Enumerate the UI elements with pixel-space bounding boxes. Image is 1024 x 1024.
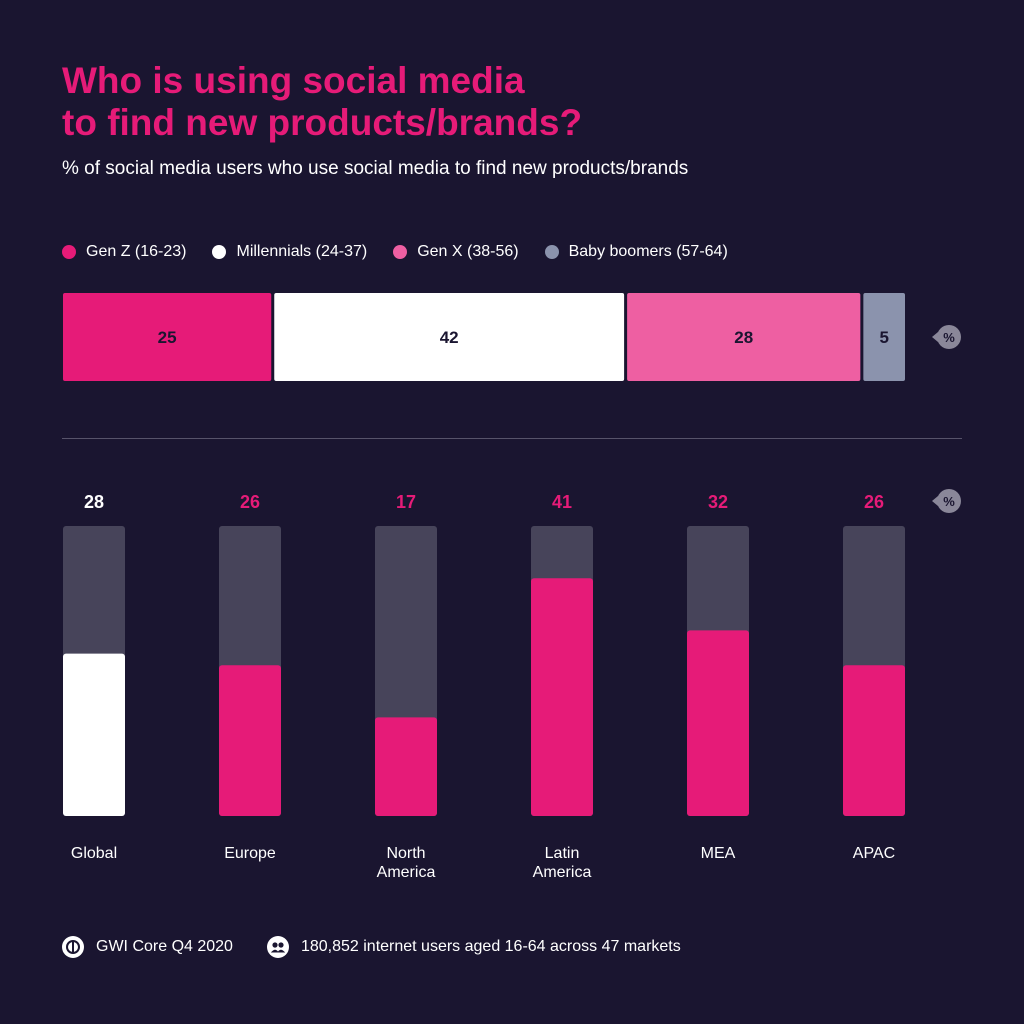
bar-latin-america [531,578,593,816]
bar-europe [219,665,281,816]
title-line-1: Who is using social media [62,60,525,101]
stacked-value-gen-z: 25 [158,328,177,347]
footer-sample: 180,852 internet users aged 16-64 across… [266,936,681,958]
svg-text:%: % [943,330,955,345]
footer: GWI Core Q4 2020 180,852 internet users … [62,936,681,958]
stacked-value-millennials: 42 [440,328,459,347]
percent-badge-top: % [932,325,961,349]
bar-label-global: Global [71,845,117,862]
stacked-value-gen-x: 28 [734,328,753,347]
generation-stacked-bar-chart: 25 42 28 5% [63,293,961,381]
title-line-2: to find new products/brands? [62,102,583,143]
stacked-segment-millennials [274,293,625,381]
bar-global [63,653,125,816]
legend-swatch-gen-z [62,245,76,259]
bar-value-europe: 26 [240,492,260,512]
chart-title: Who is using social media to find new pr… [62,60,822,144]
bar-value-global: 28 [84,492,104,512]
stacked-segment-baby-boomers [863,293,905,381]
bar-north-america [375,717,437,816]
percent-badge-regions: % [932,489,961,513]
stacked-segment-gen-x [627,293,861,381]
legend-label-millennials: Millennials (24-37) [236,243,368,260]
bar-label-europe: Europe [224,845,276,862]
legend-label-gen-z: Gen Z (16-23) [86,243,187,260]
bar-apac [843,665,905,816]
bar-label-mea: MEA [701,845,736,862]
section-divider [62,438,962,439]
bar-label-latin-america-line-1: Latin [545,845,580,862]
legend-swatch-gen-x [393,245,408,259]
legend-label-baby-boomers: Baby boomers (57-64) [568,243,728,260]
people-icon [266,936,289,958]
bar-label-latin-america-line-2: America [533,864,592,881]
region-bar-chart: 28 Global 26 Europe 17 North America 41 Latin Ame… [63,489,961,881]
footer-sample-text: 180,852 internet users aged 16-64 across… [300,938,681,955]
bar-label-north-america-line-2: America [377,864,436,881]
legend-item-gen-x: Gen X (38-56) [393,243,519,261]
legend-swatch-millennials [212,245,227,259]
bar-label-apac: APAC [853,845,895,862]
bar-value-mea: 32 [708,492,728,512]
stacked-segment-gen-z [63,293,272,381]
legend-swatch-baby-boomers [544,245,559,259]
legend-item-millennials: Millennials (24-37) [212,243,367,261]
legend-item-gen-z: Gen Z (16-23) [62,243,186,261]
chart-subtitle: % of social media users who use social m… [62,158,689,179]
footer-source-text: GWI Core Q4 2020 [96,938,233,955]
source-icon [62,936,84,958]
bar-value-north-america: 17 [396,492,416,512]
bar-label-north-america-line-1: North [386,845,425,862]
stacked-value-baby-boomers: 5 [879,328,888,347]
legend-label-gen-x: Gen X (38-56) [417,243,519,260]
svg-text:%: % [943,494,955,509]
legend: Gen Z (16-23) Millennials (24-37) Gen X … [62,243,728,261]
bar-value-apac: 26 [864,492,884,512]
bar-value-latin-america: 41 [552,492,572,512]
legend-item-baby-boomers: Baby boomers (57-64) [544,243,728,261]
footer-source: GWI Core Q4 2020 [62,936,233,958]
bar-mea [687,630,749,816]
